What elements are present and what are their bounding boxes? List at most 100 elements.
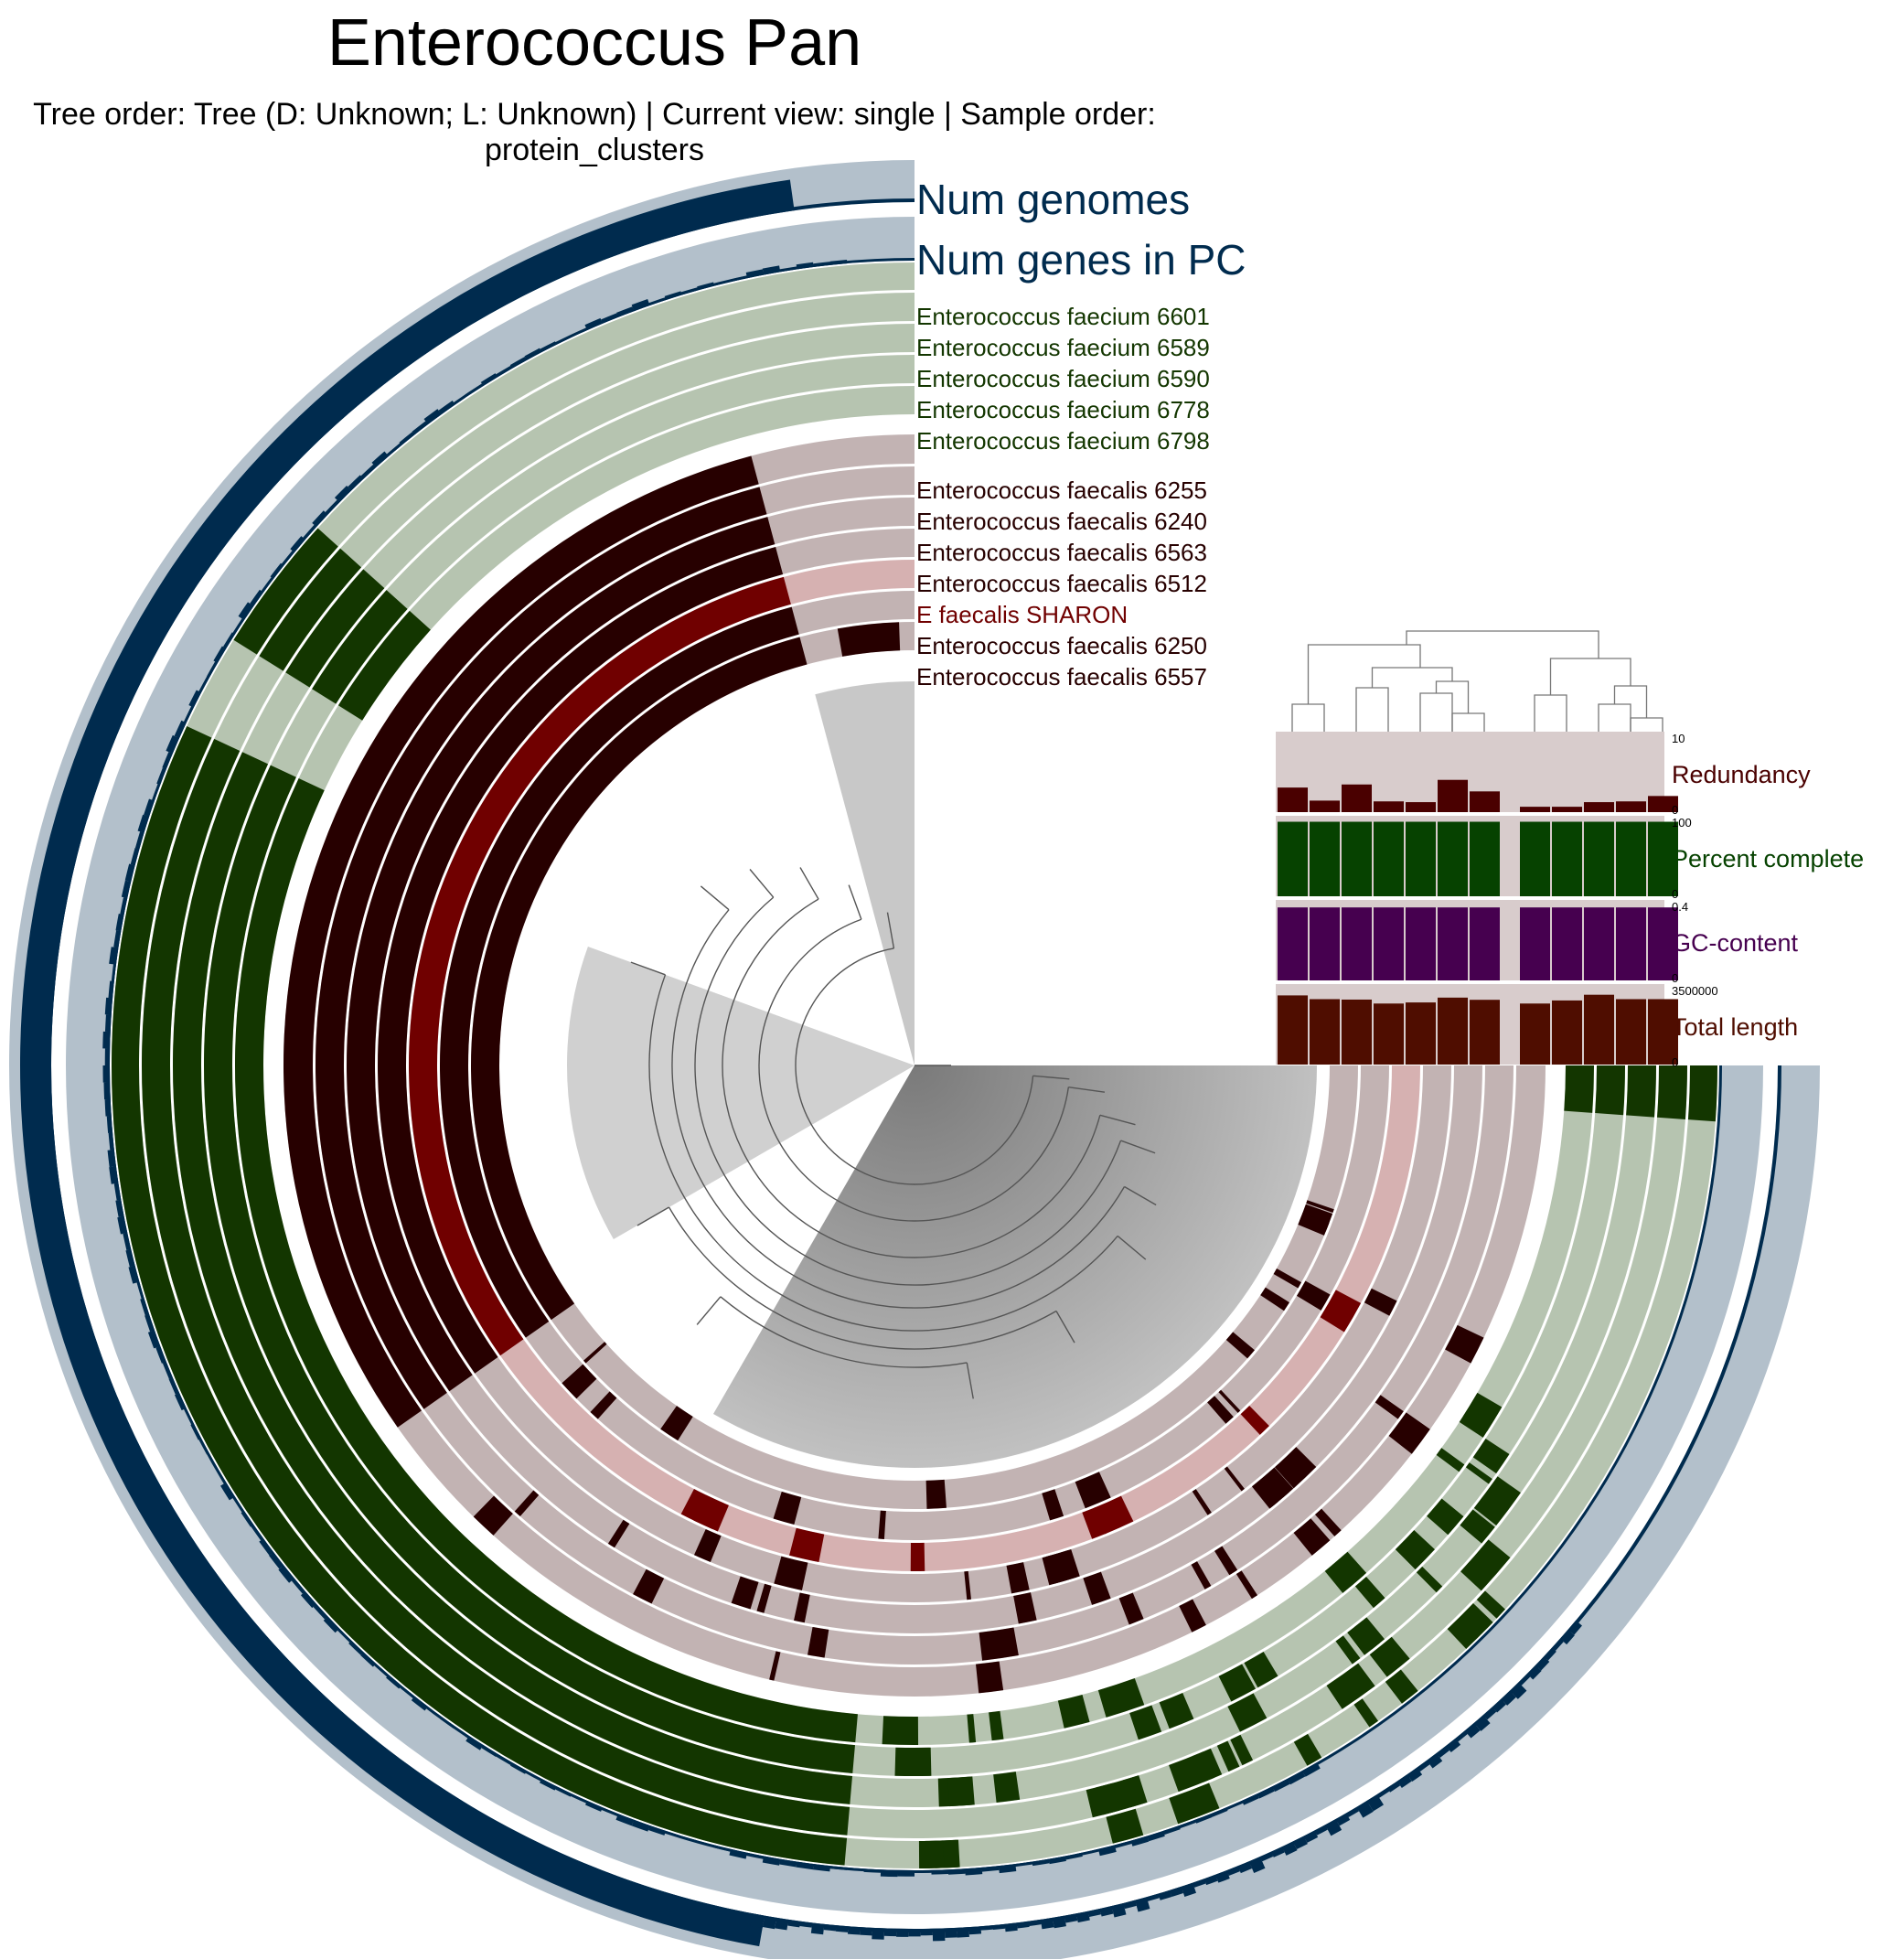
summary-bar [1335, 1813, 1351, 1826]
presence-block [1293, 1733, 1322, 1766]
layer-ring [347, 498, 1482, 1633]
presence-block [1427, 1498, 1464, 1536]
presence-block [989, 1710, 1004, 1741]
summary-bar [104, 997, 113, 1015]
summary-bar [931, 1869, 949, 1875]
sample-bar [1342, 784, 1372, 812]
presence-block [1235, 1570, 1258, 1600]
sample-bar [1278, 821, 1308, 896]
presence-block [1320, 1290, 1362, 1333]
presence-block [1045, 1548, 1080, 1585]
summary-bar [1004, 1922, 1018, 1932]
summary-bar [121, 880, 132, 899]
summary-bar [799, 1921, 813, 1928]
summary-bar [762, 265, 781, 275]
layer-ring [408, 560, 1420, 1571]
dendrogram-stem [848, 884, 862, 920]
summary-bar [1270, 1847, 1285, 1857]
sample-bar [1310, 999, 1340, 1065]
summary-bar [697, 1840, 715, 1847]
presence-block [607, 1519, 630, 1548]
summary-bar [174, 720, 187, 739]
summary-bar [601, 313, 619, 324]
sample-bar [1438, 907, 1468, 980]
presence-block [1369, 1636, 1410, 1677]
summary-bar [465, 1735, 484, 1750]
sample-bar [1438, 997, 1468, 1065]
summary-bar [400, 1686, 415, 1698]
summary-bar [555, 335, 572, 345]
dendrogram-branch [668, 1206, 1057, 1350]
summary-bar [1181, 1882, 1196, 1897]
presence-block [976, 1661, 1004, 1694]
summary-bar [155, 1345, 166, 1364]
sample-axis-min: 0 [1672, 803, 1678, 817]
summary-bar [796, 1861, 814, 1870]
sample-bar [1374, 801, 1404, 812]
sample-bar [1552, 807, 1582, 812]
summary-bar [1162, 1825, 1181, 1836]
presence-block [1657, 1065, 1687, 1119]
presence-block [440, 606, 799, 1338]
layer-label: Enterococcus faecalis 6240 [916, 508, 1207, 535]
summary-bar [571, 327, 588, 337]
summary-bar [454, 1726, 470, 1739]
summary-bar [1170, 1886, 1184, 1897]
sample-dendrogram-branch [1598, 703, 1631, 732]
dendrogram-branch [758, 918, 1070, 1222]
sample-bar [1278, 995, 1308, 1065]
summary-bar [115, 1199, 124, 1218]
summary-bar [835, 1925, 849, 1932]
summary-bar [123, 1232, 132, 1251]
summary-bar [796, 262, 814, 270]
summary-bar [908, 1928, 921, 1937]
summary-bar [1123, 1900, 1137, 1910]
sample-bar-row: 100 0 Percent complete [1276, 816, 1864, 901]
presence-block [514, 1490, 540, 1517]
dendrogram-branch [671, 909, 1126, 1309]
sample-bar [1648, 907, 1678, 980]
sample-bar [1552, 821, 1582, 896]
sample-bar-label: Total length [1672, 1013, 1798, 1041]
summary-bar [932, 1928, 946, 1942]
summary-bar [1052, 1915, 1066, 1929]
sample-bar [1438, 779, 1468, 812]
summary-bar [128, 1265, 140, 1284]
sample-bar [1342, 999, 1372, 1065]
presence-block [1192, 1489, 1212, 1515]
presence-block [1335, 1635, 1361, 1665]
summary-bar [144, 1313, 155, 1333]
presence-block [1169, 1782, 1220, 1825]
summary-bar [1097, 1845, 1117, 1857]
presence-block [583, 1342, 607, 1364]
summary-bar [360, 1652, 377, 1667]
presence-block [1447, 1603, 1493, 1649]
summary-bar [162, 1361, 173, 1379]
summary-bar [1510, 1682, 1527, 1699]
presence-block [1118, 1592, 1144, 1625]
presence-block [1375, 1395, 1404, 1419]
dendrogram-stem [749, 869, 775, 898]
summary-bar [1099, 1906, 1114, 1917]
layer-ring [66, 217, 1763, 1914]
summary-bar [124, 863, 135, 883]
summary-bar [334, 485, 352, 503]
presence-block [1473, 1476, 1521, 1526]
summary-bar [1158, 1889, 1172, 1900]
tree-shade-lower [713, 1065, 1317, 1468]
summary-bar [386, 1675, 402, 1689]
summary-bar [1552, 1638, 1564, 1652]
summary-bar [136, 1281, 144, 1300]
presence-block [1252, 1470, 1290, 1509]
summary-bar [779, 267, 797, 273]
summary-bar [730, 275, 748, 283]
summary-bar [992, 1923, 1006, 1930]
summary-bar [113, 930, 122, 948]
sample-bar-row: 10 0 Redundancy [1276, 732, 1811, 817]
presence-block [925, 1840, 945, 1868]
layer-ring [471, 622, 1358, 1509]
summary-bar [1518, 1674, 1531, 1686]
summary-bar [104, 1014, 112, 1033]
summary-bar [1417, 1760, 1430, 1772]
summary-bar [860, 1927, 872, 1936]
